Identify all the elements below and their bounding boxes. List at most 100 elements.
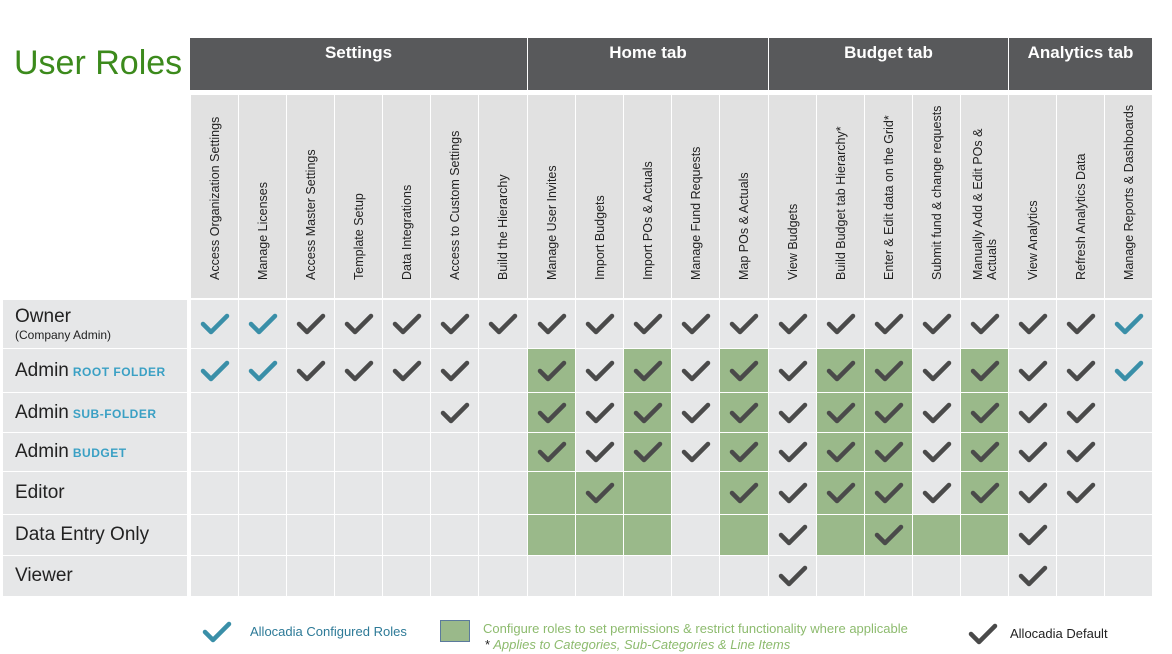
permission-cell [961,393,1008,432]
check-dark-icon [970,360,999,381]
check-dark-icon [392,360,421,381]
check-dark-icon [922,402,951,423]
permission-cell [624,556,671,596]
role-title-line: Admin SUB-FOLDER [15,402,187,424]
check-dark-icon [1018,482,1047,504]
permission-cell [1105,300,1152,348]
permission-cell [1057,515,1104,555]
permission-cell [769,300,816,348]
column-header-label: Manually Add & Edit POs & Actuals [970,128,999,280]
permission-cell [624,300,671,348]
permission-cell [528,300,575,348]
column-header-label: Manage Reports & Dashboards [1121,104,1136,280]
column-header-label: Access to Custom Settings [447,130,462,280]
check-blue-icon [202,621,232,643]
check-dark-icon [826,441,855,463]
permission-cell [1009,433,1056,471]
check-dark-icon [826,482,855,504]
role-title-line: Owner [15,306,187,328]
check-dark-icon [1018,441,1047,463]
permission-cell [624,433,671,471]
permission-cell [769,556,816,596]
check-dark-icon [922,360,951,381]
permission-cell [239,300,286,348]
permission-cell [672,349,719,392]
role-row-label: Admin ROOT FOLDER [3,349,187,392]
column-header: Template Setup [335,95,382,298]
check-dark-icon [778,565,807,587]
check-dark-icon [585,441,614,463]
column-header: Manage Licenses [239,95,286,298]
permission-cell [287,556,334,596]
permission-cell [287,515,334,555]
permission-cell [720,472,768,514]
check-dark-icon [874,360,903,381]
check-dark-icon [826,360,855,381]
check-dark-icon [874,441,903,463]
permission-cell [191,433,238,471]
check-blue-icon [1114,360,1143,381]
permission-cell [335,472,382,514]
role-name: Viewer [15,565,73,586]
column-header-label: Manage User Invites [544,165,559,280]
check-dark-icon [922,441,951,463]
column-header-label: Submit fund & change requests [929,105,944,280]
column-header: Access Master Settings [287,95,334,298]
permission-cell [769,433,816,471]
permission-cell [624,349,671,392]
role-name: Data Entry Only [15,524,150,545]
group-header-2: Budget tab [769,38,1008,90]
permission-cell [1105,349,1152,392]
permission-cell [287,349,334,392]
role-name: Admin [15,441,69,462]
role-row-label: Editor [3,472,187,514]
check-dark-icon [537,402,566,423]
permission-cell [479,393,527,432]
permission-cell [191,349,238,392]
role-row-label: Owner (Company Admin) [3,300,187,348]
permission-cell [1105,556,1152,596]
check-dark-icon [1018,402,1047,423]
check-dark-icon [778,482,807,504]
column-header-label: Import POs & Actuals [640,161,655,280]
permission-cell [672,393,719,432]
permission-cell [479,472,527,514]
permission-cell [1057,393,1104,432]
permission-cell [624,515,671,555]
permission-cell [672,433,719,471]
permission-cell [528,433,575,471]
check-dark-icon [874,313,903,335]
permission-cell [528,349,575,392]
permission-cell [287,433,334,471]
permission-cell [624,393,671,432]
permission-cell [769,515,816,555]
permission-cell [817,556,864,596]
check-blue-icon [1114,313,1143,335]
check-dark-icon [729,402,759,423]
check-dark-icon [681,402,710,423]
column-header: Submit fund & change requests [913,95,960,298]
permission-cell [865,472,912,514]
permission-cell [1009,393,1056,432]
group-header-3: Analytics tab [1009,38,1152,90]
check-dark-icon [922,482,951,504]
permission-cell [431,393,478,432]
permission-cell [913,556,960,596]
column-header-label: View Budgets [785,203,800,280]
permission-cell [335,433,382,471]
permission-cell [1057,433,1104,471]
permission-cell [479,433,527,471]
permission-cell [817,472,864,514]
column-header-label: Access Organization Settings [207,116,222,280]
permission-cell [335,300,382,348]
check-dark-icon [344,313,373,335]
permission-cell [961,349,1008,392]
check-dark-icon [585,313,614,335]
permission-cell [335,393,382,432]
permission-cell [1009,349,1056,392]
permission-cell [431,556,478,596]
check-dark-icon [296,360,325,381]
column-header: Refresh Analytics Data [1057,95,1104,298]
permission-cell [913,515,960,555]
check-dark-icon [729,441,759,463]
